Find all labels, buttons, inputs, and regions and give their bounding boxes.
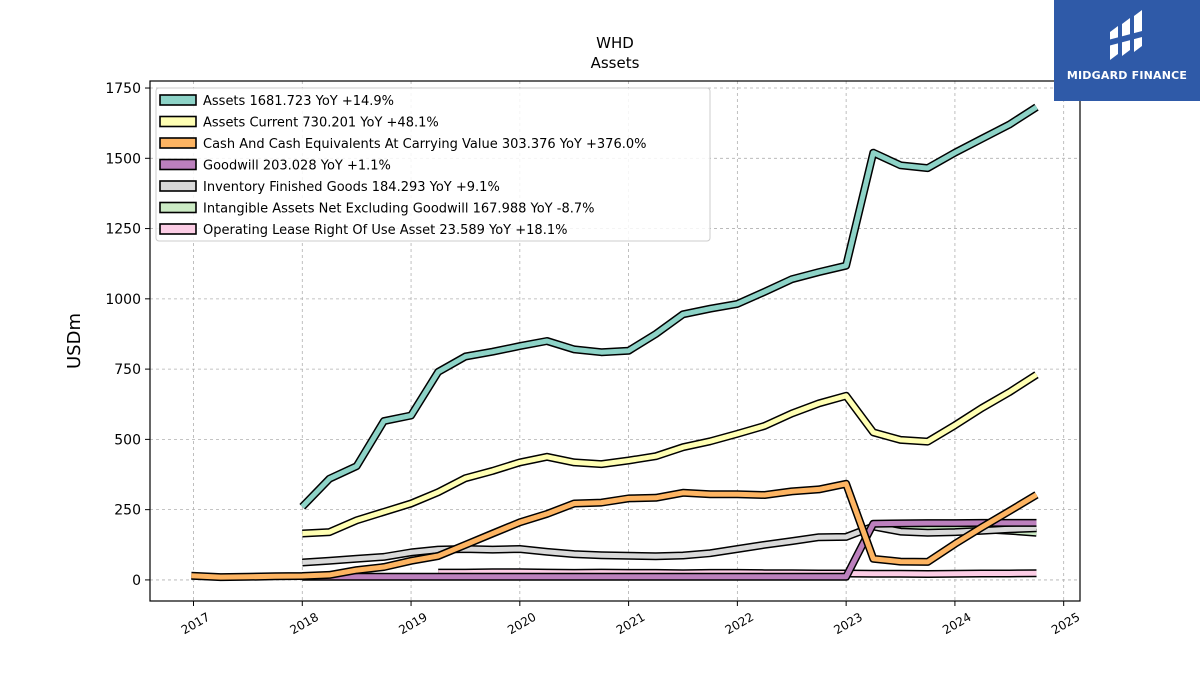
grid-lines <box>150 81 1080 601</box>
series-cash-and-cash-equivalents-at-carrying-value <box>191 479 1039 582</box>
logo-text: MIDGARD FINANCE <box>1066 69 1188 82</box>
chart-title: WHD <box>596 34 634 52</box>
series-line <box>191 481 1038 580</box>
legend-box <box>155 87 711 242</box>
series-assets-current <box>302 371 1039 538</box>
y-axis-label: USDm <box>64 313 85 369</box>
legend-swatch <box>159 115 197 128</box>
legend-swatch <box>159 94 197 106</box>
legend-entry: Operating Lease Right Of Use Asset 23.58… <box>203 223 567 238</box>
series-lines <box>191 103 1039 582</box>
legend-entry: Cash And Cash Equivalents At Carrying Va… <box>203 137 646 152</box>
series-assets <box>299 103 1039 510</box>
y-tick-label: 500 <box>114 432 141 448</box>
legend-swatch <box>159 180 197 192</box>
y-tick-label: 1250 <box>105 222 141 238</box>
axes: 0 250 500 750 1000 1250 1500 1750 2017 2018 2019 20… <box>105 81 1082 637</box>
y-tick-label: 0 <box>132 573 141 589</box>
series-inventory-finished-goods <box>302 522 1037 567</box>
x-tick-label: 2018 <box>288 610 321 637</box>
x-tick-label: 2023 <box>831 610 864 637</box>
logo-mark-icon <box>1108 10 1146 60</box>
x-tick-label: 2022 <box>723 610 756 637</box>
y-tick-label: 1750 <box>105 81 141 97</box>
legend-swatch <box>159 158 197 171</box>
legend-entry: Intangible Assets Net Excluding Goodwill… <box>203 202 594 217</box>
midgard-finance-logo: MIDGARD FINANCE <box>1054 0 1200 101</box>
y-tick-label: 1000 <box>105 292 141 308</box>
y-tick-label: 250 <box>114 503 141 519</box>
plot-area-frame <box>149 80 1081 602</box>
series-line <box>300 104 1038 509</box>
series-line <box>302 524 1037 565</box>
y-tick-label: 1500 <box>105 151 141 167</box>
x-tick-label: 2021 <box>614 610 647 637</box>
x-tick-label: 2020 <box>505 610 538 637</box>
legend: Assets 1681.723 YoY +14.9% Assets Current… <box>155 87 711 242</box>
legend-swatch <box>159 223 197 235</box>
x-tick-label: 2024 <box>940 610 973 637</box>
legend-swatch <box>159 137 197 149</box>
legend-entry: Assets Current 730.201 YoY +48.1% <box>203 116 439 131</box>
x-tick-label: 2017 <box>179 610 212 637</box>
x-tick-label: 2025 <box>1049 610 1082 637</box>
x-tick-label: 2019 <box>396 610 429 637</box>
legend-entry: Assets 1681.723 YoY +14.9% <box>203 94 394 109</box>
series-line <box>302 372 1038 536</box>
series-line <box>302 520 1037 580</box>
series-goodwill <box>302 518 1037 581</box>
legend-entry: Inventory Finished Goods 184.293 YoY +9.… <box>203 180 500 195</box>
legend-swatch <box>159 201 197 214</box>
y-tick-label: 750 <box>114 362 141 378</box>
chart-subtitle: Assets <box>591 54 640 72</box>
legend-entry: Goodwill 203.028 YoY +1.1% <box>203 159 391 174</box>
